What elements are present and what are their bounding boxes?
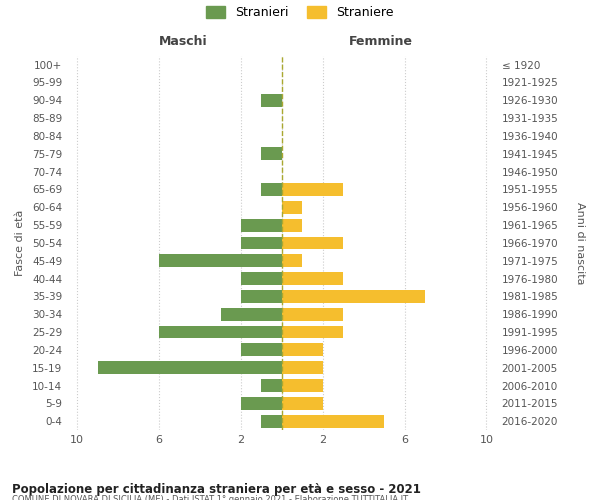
Y-axis label: Anni di nascita: Anni di nascita xyxy=(575,202,585,284)
Bar xyxy=(282,379,323,392)
Bar xyxy=(282,326,343,338)
Bar xyxy=(282,272,343,285)
Bar xyxy=(262,148,282,160)
Bar xyxy=(262,183,282,196)
Bar xyxy=(241,397,282,410)
Bar xyxy=(282,308,343,320)
Bar xyxy=(241,344,282,356)
Bar xyxy=(282,218,302,232)
Bar xyxy=(282,201,302,213)
Bar xyxy=(282,254,302,267)
Bar xyxy=(241,290,282,303)
Text: Popolazione per cittadinanza straniera per età e sesso - 2021: Popolazione per cittadinanza straniera p… xyxy=(12,482,421,496)
Bar xyxy=(262,415,282,428)
Bar xyxy=(282,290,425,303)
Bar xyxy=(262,379,282,392)
Legend: Stranieri, Straniere: Stranieri, Straniere xyxy=(202,1,398,24)
Bar xyxy=(282,415,384,428)
Bar xyxy=(282,183,343,196)
Bar xyxy=(159,254,282,267)
Bar xyxy=(221,308,282,320)
Text: Femmine: Femmine xyxy=(349,35,413,48)
Bar xyxy=(282,236,343,250)
Bar xyxy=(241,236,282,250)
Bar xyxy=(282,397,323,410)
Bar xyxy=(241,272,282,285)
Text: Maschi: Maschi xyxy=(159,35,208,48)
Bar xyxy=(98,362,282,374)
Bar xyxy=(241,218,282,232)
Bar xyxy=(282,344,323,356)
Y-axis label: Fasce di età: Fasce di età xyxy=(15,210,25,276)
Bar xyxy=(282,362,323,374)
Text: COMUNE DI NOVARA DI SICILIA (ME) - Dati ISTAT 1° gennaio 2021 - Elaborazione TUT: COMUNE DI NOVARA DI SICILIA (ME) - Dati … xyxy=(12,495,408,500)
Bar xyxy=(262,94,282,106)
Bar xyxy=(159,326,282,338)
